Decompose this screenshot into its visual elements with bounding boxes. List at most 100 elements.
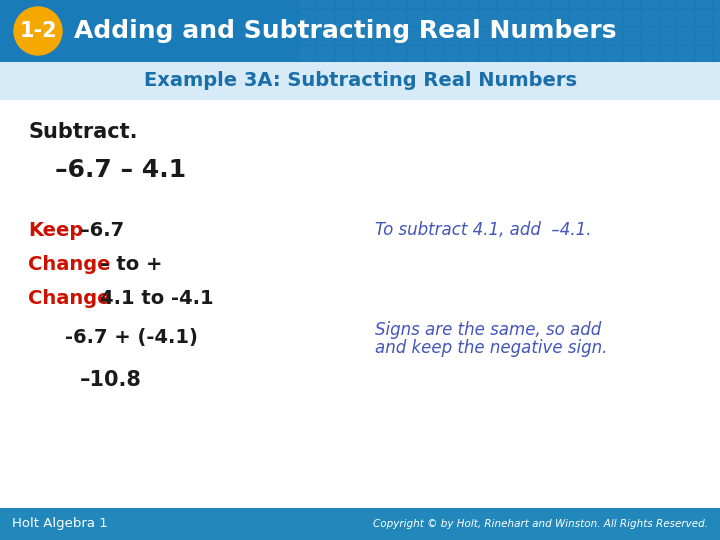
FancyBboxPatch shape xyxy=(408,46,424,62)
FancyBboxPatch shape xyxy=(678,0,694,8)
FancyBboxPatch shape xyxy=(390,46,406,62)
FancyBboxPatch shape xyxy=(372,0,388,8)
FancyBboxPatch shape xyxy=(408,0,424,8)
FancyBboxPatch shape xyxy=(498,0,514,8)
FancyBboxPatch shape xyxy=(462,10,478,26)
FancyBboxPatch shape xyxy=(426,0,442,8)
FancyBboxPatch shape xyxy=(318,0,334,8)
Text: Signs are the same, so add: Signs are the same, so add xyxy=(375,321,601,339)
FancyBboxPatch shape xyxy=(480,28,496,44)
FancyBboxPatch shape xyxy=(498,10,514,26)
FancyBboxPatch shape xyxy=(552,46,568,62)
FancyBboxPatch shape xyxy=(408,28,424,44)
Text: Keep: Keep xyxy=(28,220,84,240)
Text: To subtract 4.1, add  –4.1.: To subtract 4.1, add –4.1. xyxy=(375,221,592,239)
FancyBboxPatch shape xyxy=(390,28,406,44)
FancyBboxPatch shape xyxy=(372,28,388,44)
FancyBboxPatch shape xyxy=(498,28,514,44)
FancyBboxPatch shape xyxy=(534,28,550,44)
FancyBboxPatch shape xyxy=(606,46,622,62)
FancyBboxPatch shape xyxy=(606,28,622,44)
FancyBboxPatch shape xyxy=(714,0,720,8)
FancyBboxPatch shape xyxy=(336,10,352,26)
FancyBboxPatch shape xyxy=(714,10,720,26)
FancyBboxPatch shape xyxy=(372,46,388,62)
FancyBboxPatch shape xyxy=(444,10,460,26)
FancyBboxPatch shape xyxy=(408,10,424,26)
FancyBboxPatch shape xyxy=(660,10,676,26)
Text: Holt Algebra 1: Holt Algebra 1 xyxy=(12,517,108,530)
FancyBboxPatch shape xyxy=(336,46,352,62)
Text: Change: Change xyxy=(28,288,110,307)
FancyBboxPatch shape xyxy=(606,10,622,26)
FancyBboxPatch shape xyxy=(696,0,712,8)
FancyBboxPatch shape xyxy=(300,0,316,8)
FancyBboxPatch shape xyxy=(354,0,370,8)
Text: –6.7: –6.7 xyxy=(80,220,124,240)
FancyBboxPatch shape xyxy=(480,10,496,26)
FancyBboxPatch shape xyxy=(426,46,442,62)
FancyBboxPatch shape xyxy=(624,10,640,26)
FancyBboxPatch shape xyxy=(570,28,586,44)
FancyBboxPatch shape xyxy=(516,46,532,62)
FancyBboxPatch shape xyxy=(678,10,694,26)
FancyBboxPatch shape xyxy=(336,0,352,8)
FancyBboxPatch shape xyxy=(660,46,676,62)
FancyBboxPatch shape xyxy=(390,10,406,26)
FancyBboxPatch shape xyxy=(588,28,604,44)
FancyBboxPatch shape xyxy=(0,62,720,100)
FancyBboxPatch shape xyxy=(606,0,622,8)
Text: 4.1 to -4.1: 4.1 to -4.1 xyxy=(100,288,214,307)
Text: – to +: – to + xyxy=(100,254,163,273)
FancyBboxPatch shape xyxy=(696,10,712,26)
FancyBboxPatch shape xyxy=(0,508,720,540)
FancyBboxPatch shape xyxy=(444,28,460,44)
FancyBboxPatch shape xyxy=(642,46,658,62)
FancyBboxPatch shape xyxy=(462,28,478,44)
FancyBboxPatch shape xyxy=(300,46,316,62)
FancyBboxPatch shape xyxy=(696,28,712,44)
FancyBboxPatch shape xyxy=(516,0,532,8)
FancyBboxPatch shape xyxy=(498,46,514,62)
FancyBboxPatch shape xyxy=(624,46,640,62)
FancyBboxPatch shape xyxy=(318,10,334,26)
FancyBboxPatch shape xyxy=(300,10,316,26)
FancyBboxPatch shape xyxy=(624,0,640,8)
Text: and keep the negative sign.: and keep the negative sign. xyxy=(375,339,608,357)
FancyBboxPatch shape xyxy=(516,10,532,26)
FancyBboxPatch shape xyxy=(588,46,604,62)
FancyBboxPatch shape xyxy=(570,46,586,62)
FancyBboxPatch shape xyxy=(444,46,460,62)
FancyBboxPatch shape xyxy=(624,28,640,44)
Text: Copyright © by Holt, Rinehart and Winston. All Rights Reserved.: Copyright © by Holt, Rinehart and Winsto… xyxy=(373,519,708,529)
Text: –10.8: –10.8 xyxy=(80,370,142,390)
Text: -6.7 + (-4.1): -6.7 + (-4.1) xyxy=(65,328,198,348)
FancyBboxPatch shape xyxy=(552,0,568,8)
FancyBboxPatch shape xyxy=(534,0,550,8)
FancyBboxPatch shape xyxy=(372,10,388,26)
FancyBboxPatch shape xyxy=(336,28,352,44)
FancyBboxPatch shape xyxy=(642,10,658,26)
FancyBboxPatch shape xyxy=(714,28,720,44)
FancyBboxPatch shape xyxy=(696,46,712,62)
FancyBboxPatch shape xyxy=(678,28,694,44)
FancyBboxPatch shape xyxy=(642,0,658,8)
FancyBboxPatch shape xyxy=(0,0,720,62)
FancyBboxPatch shape xyxy=(552,28,568,44)
FancyBboxPatch shape xyxy=(354,10,370,26)
Text: Change: Change xyxy=(28,254,110,273)
FancyBboxPatch shape xyxy=(318,28,334,44)
FancyBboxPatch shape xyxy=(660,28,676,44)
FancyBboxPatch shape xyxy=(426,10,442,26)
FancyBboxPatch shape xyxy=(354,28,370,44)
FancyBboxPatch shape xyxy=(570,0,586,8)
Text: Adding and Subtracting Real Numbers: Adding and Subtracting Real Numbers xyxy=(74,19,616,43)
FancyBboxPatch shape xyxy=(480,46,496,62)
FancyBboxPatch shape xyxy=(318,46,334,62)
FancyBboxPatch shape xyxy=(714,46,720,62)
Text: 1-2: 1-2 xyxy=(19,21,57,41)
FancyBboxPatch shape xyxy=(534,46,550,62)
FancyBboxPatch shape xyxy=(534,10,550,26)
FancyBboxPatch shape xyxy=(516,28,532,44)
FancyBboxPatch shape xyxy=(354,46,370,62)
